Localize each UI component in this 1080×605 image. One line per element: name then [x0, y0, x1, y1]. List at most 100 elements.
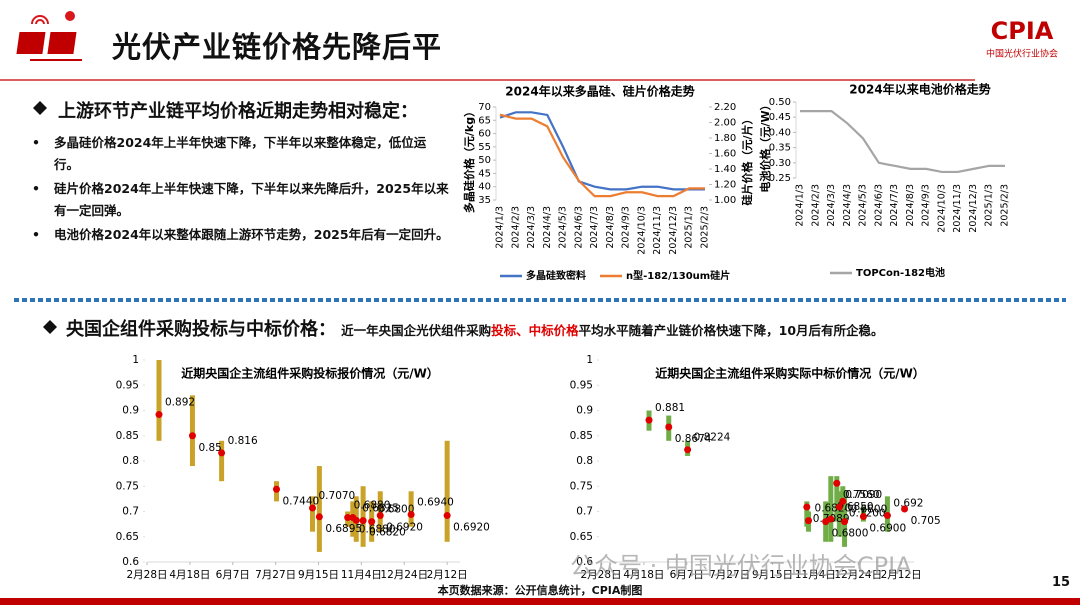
y-tick-label: 0.6 — [576, 556, 593, 568]
y-tick-label: 65 — [478, 115, 491, 126]
y-tick-label: 0.40 — [769, 127, 791, 138]
x-tick-label: 2024/11/3 — [952, 184, 963, 233]
chart-title: 2024年以来电池价格走势 — [849, 82, 990, 97]
value-label: 0.692 — [893, 498, 923, 510]
range-bar — [316, 466, 322, 552]
y-tick-label: 0.65 — [570, 531, 593, 543]
x-tick-label: 2024/5/3 — [558, 206, 569, 249]
x-tick-label: 2024/2/3 — [510, 206, 521, 249]
x-tick-label: 2025/1/3 — [684, 206, 695, 249]
y2-axis-label: 硅片价格（元/片） — [740, 113, 754, 205]
series-line — [499, 113, 705, 198]
value-label: 0.705 — [911, 515, 941, 527]
y-tick-label: 0.75 — [570, 480, 593, 492]
x-tick-label: 2024/1/3 — [795, 184, 806, 227]
y2-tick-label: 1.40 — [714, 164, 736, 175]
mean-marker — [352, 516, 360, 524]
x-tick-label: 2月12日 — [881, 569, 922, 581]
section-line: 央国企组件采购投标与中标价格： 近一年央国企光伏组件采购投标、中标价格平均水平随… — [66, 315, 884, 341]
range-bar — [360, 486, 366, 547]
y-tick-label: 0.35 — [769, 143, 791, 154]
y-tick-label: 0.95 — [116, 379, 139, 391]
y-tick-label: 0.50 — [769, 97, 791, 108]
range-bar — [408, 491, 414, 527]
series-line — [800, 110, 1005, 174]
value-label: 0.7090 — [845, 489, 882, 501]
value-label: 0.6940 — [417, 497, 454, 509]
mean-marker — [359, 517, 367, 525]
y-tick-label: 0.8 — [122, 455, 139, 467]
y2-tick-label: 1.60 — [714, 149, 736, 160]
y2-tick-label: 1.20 — [714, 180, 736, 191]
value-label: 0.8224 — [694, 432, 731, 444]
value-label: 0.6920 — [386, 522, 423, 534]
y-tick-label: 40 — [478, 182, 491, 193]
chart-title: 2024年以来多晶硅、硅片价格走势 — [505, 84, 694, 99]
value-label: 0.7560 — [843, 489, 880, 501]
y-tick-label: 0.85 — [116, 430, 139, 442]
x-tick-label: 2025/1/3 — [984, 184, 995, 227]
footer-bar — [0, 598, 1080, 605]
series-line — [499, 111, 705, 191]
legend-label: TOPCon-182电池 — [856, 266, 945, 279]
legend-label: 多晶硅致密料 — [526, 269, 586, 282]
y-tick-label: 1 — [132, 354, 139, 366]
y-tick-label: 60 — [478, 129, 491, 140]
bullet: 多晶硅价格2024年上半年快速下降，下半年以来整体稳定，低位运行。 — [30, 132, 450, 176]
y-tick-label: 50 — [478, 155, 491, 166]
page-number: 15 — [1052, 575, 1071, 590]
y2-tick-label: 1.80 — [714, 133, 736, 144]
mean-marker — [827, 515, 835, 523]
section-highlight: 投标、中标价格 — [491, 323, 579, 338]
mean-marker — [859, 513, 867, 521]
value-label: 0.6800 — [378, 504, 415, 516]
x-tick-label: 2024/2/3 — [810, 184, 821, 227]
x-tick-label: 2024/5/3 — [858, 184, 869, 227]
x-tick-label: 2024/6/3 — [873, 184, 884, 227]
mean-marker — [309, 504, 317, 512]
x-tick-label: 2024/4/3 — [842, 184, 853, 227]
y-tick-label: 0.7 — [122, 506, 139, 518]
y-tick-label: 0.25 — [769, 173, 791, 184]
x-tick-label: 9月15日 — [298, 569, 339, 581]
y-tick-label: 1 — [586, 354, 593, 366]
mean-marker — [841, 518, 849, 526]
mean-marker — [368, 518, 376, 526]
y-tick-label: 70 — [478, 102, 491, 113]
legend-label: n型-182/130um硅片 — [626, 269, 730, 282]
x-tick-label: 2024/7/3 — [589, 206, 600, 249]
section-heading: 央国企组件采购投标与中标价格： — [66, 319, 336, 340]
bullet: 硅片价格2024年上半年快速下降，下半年以来先降后升，2025年以来有一定回弹。 — [30, 178, 450, 222]
y-tick-label: 0.85 — [570, 430, 593, 442]
mean-marker — [218, 449, 226, 457]
value-label: 0.6880 — [359, 524, 396, 536]
range-bar — [444, 440, 450, 542]
section-text: 平均水平随着产业链价格快速下降，10月后有所企稳。 — [578, 323, 884, 338]
y-tick-label: 0.45 — [769, 112, 791, 123]
range-bar — [219, 440, 225, 482]
diamond — [33, 101, 47, 115]
mean-marker — [376, 512, 384, 520]
y-tick-label: 0.6 — [122, 556, 139, 568]
mean-marker — [835, 503, 843, 511]
x-tick-label: 2024/12/3 — [968, 184, 979, 233]
chart-title: 近期央国企主流组件采购投标报价情况（元/W） — [181, 366, 439, 381]
x-tick-label: 2024/11/3 — [652, 206, 663, 255]
section-text: 近一年央国企光伏组件采购 — [341, 323, 492, 338]
x-tick-label: 6月7日 — [670, 569, 704, 581]
header-icon — [16, 11, 82, 61]
x-tick-label: 7月27日 — [255, 569, 296, 581]
x-tick-label: 2024/8/3 — [605, 206, 616, 249]
y-tick-label: 55 — [478, 142, 491, 153]
mean-marker — [443, 512, 451, 520]
mean-marker — [645, 416, 653, 424]
range-bar — [377, 491, 383, 532]
bullet: 电池价格2024年以来整体跟随上游环节走势，2025年后有一定回升。 — [30, 224, 450, 246]
y-tick-label: 0.65 — [116, 531, 139, 543]
mean-marker — [272, 485, 280, 493]
x-tick-label: 2024/10/3 — [636, 206, 647, 255]
y-axis-label: 电池价格（元/W） — [758, 99, 772, 192]
x-tick-label: 2月12日 — [427, 569, 468, 581]
x-tick-label: 7月27日 — [709, 569, 750, 581]
y-tick-label: 35 — [478, 195, 491, 206]
